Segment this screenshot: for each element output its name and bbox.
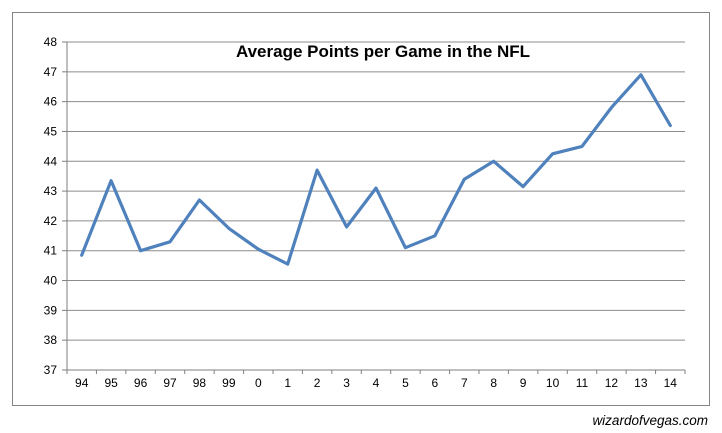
x-tick-label: 11 — [576, 376, 589, 390]
x-tick-label: 1 — [284, 376, 291, 390]
x-tick-label: 10 — [546, 376, 560, 390]
x-tick-label: 95 — [104, 376, 118, 390]
x-axis-labels: 94 95 96 97 98 99 0 1 2 3 4 5 6 7 8 9 10 11 12 13 14 — [75, 376, 677, 390]
y-tick-label: 43 — [44, 184, 58, 198]
y-tick-label: 38 — [44, 333, 58, 347]
y-tick-label: 37 — [44, 363, 58, 377]
y-tick-label: 41 — [44, 244, 58, 258]
x-tick-label: 8 — [490, 376, 497, 390]
y-tick-label: 42 — [44, 214, 58, 228]
y-axis-labels: 37 38 39 40 41 42 43 44 45 46 47 48 — [44, 35, 58, 377]
x-tick-label: 96 — [134, 376, 148, 390]
y-tick-label: 48 — [44, 35, 58, 49]
x-tick-label: 7 — [461, 376, 468, 390]
x-tick-label: 6 — [432, 376, 439, 390]
x-tick-label: 2 — [314, 376, 321, 390]
x-tick-label: 3 — [343, 376, 350, 390]
axis-ticks — [62, 41, 686, 374]
y-tick-label: 47 — [44, 65, 58, 79]
gridlines — [67, 41, 685, 341]
x-tick-label: 0 — [255, 376, 262, 390]
x-tick-label: 13 — [634, 376, 648, 390]
x-tick-label: 12 — [605, 376, 619, 390]
watermark: wizardofvegas.com — [592, 413, 708, 428]
x-tick-label: 94 — [75, 376, 89, 390]
x-tick-label: 98 — [193, 376, 207, 390]
x-tick-label: 97 — [163, 376, 177, 390]
data-series-line — [80, 73, 672, 266]
x-tick-label: 99 — [222, 376, 236, 390]
y-tick-label: 46 — [44, 95, 58, 109]
x-tick-label: 4 — [373, 376, 380, 390]
x-tick-label: 5 — [402, 376, 409, 390]
y-tick-label: 45 — [44, 124, 58, 138]
y-tick-label: 44 — [44, 154, 58, 168]
x-tick-label: 9 — [520, 376, 527, 390]
chart-title: Average Points per Game in the NFL — [236, 42, 530, 61]
y-tick-label: 39 — [44, 303, 58, 317]
x-tick-label: 14 — [664, 376, 678, 390]
y-tick-label: 40 — [44, 274, 58, 288]
